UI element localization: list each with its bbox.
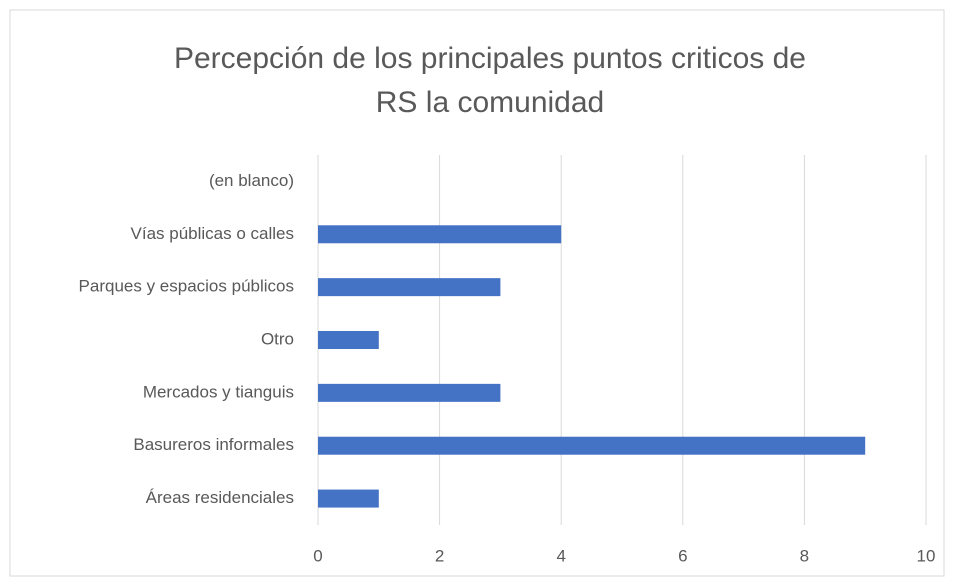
bar [318, 225, 562, 244]
x-tick-label: 8 [800, 546, 809, 565]
y-tick-label: Mercados y tianguis [143, 382, 294, 401]
y-tick-label: (en blanco) [209, 171, 294, 190]
x-tick-label: 6 [678, 546, 687, 565]
chart-title: Percepción de los principales puntos cri… [174, 42, 806, 75]
y-tick-label: Áreas residenciales [146, 488, 294, 507]
bar [318, 383, 501, 402]
bar [318, 278, 501, 297]
x-tick-label: 10 [917, 546, 936, 565]
x-tick-label: 4 [556, 546, 565, 565]
y-tick-label: Basureros informales [133, 435, 294, 454]
bar [318, 331, 379, 349]
y-tick-label: Vías públicas o calles [131, 224, 294, 243]
bar [318, 489, 379, 508]
chart-title: RS la comunidad [376, 86, 604, 119]
x-tick-label: 2 [435, 546, 444, 565]
y-tick-label: Parques y espacios públicos [79, 277, 294, 296]
bar [318, 436, 866, 455]
x-tick-label: 0 [313, 546, 322, 565]
y-tick-label: Otro [261, 329, 294, 348]
